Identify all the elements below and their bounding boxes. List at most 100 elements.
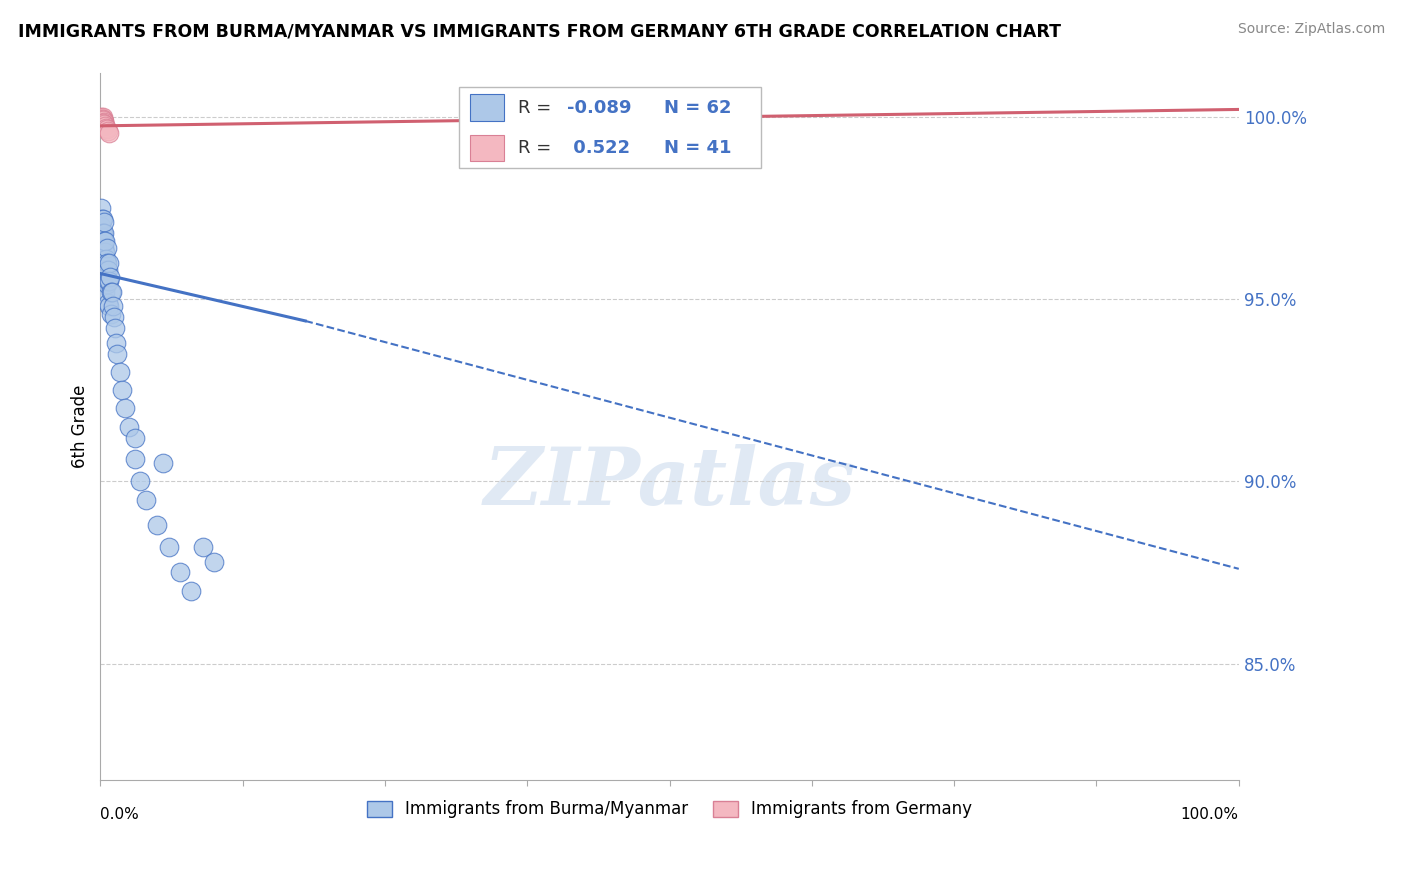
Point: [90, 115, 112, 129]
Point: [135, 492, 157, 507]
Point: [90, 263, 112, 277]
Point: [90, 112, 112, 127]
FancyBboxPatch shape: [458, 87, 761, 169]
Point: [91, 113, 114, 128]
Point: [191, 540, 214, 554]
Point: [90, 237, 112, 252]
Text: ZIPatlas: ZIPatlas: [484, 444, 856, 522]
Point: [98, 274, 121, 288]
Point: [91, 274, 114, 288]
Point: [103, 310, 125, 325]
Point: [91, 270, 114, 285]
Point: [91, 113, 114, 128]
Point: [90, 219, 112, 233]
Text: 100.0%: 100.0%: [1181, 807, 1239, 822]
Point: [101, 299, 124, 313]
Point: [91, 117, 114, 131]
Point: [157, 540, 180, 554]
Point: [94, 252, 117, 266]
Point: [94, 274, 117, 288]
Point: [93, 227, 115, 241]
Legend: Immigrants from Burma/Myanmar, Immigrants from Germany: Immigrants from Burma/Myanmar, Immigrant…: [360, 794, 979, 825]
Text: Source: ZipAtlas.com: Source: ZipAtlas.com: [1237, 22, 1385, 37]
Point: [124, 452, 146, 467]
Point: [91, 112, 114, 126]
Point: [118, 419, 141, 434]
Point: [97, 295, 120, 310]
Point: [93, 234, 115, 248]
Point: [90, 244, 112, 259]
Point: [93, 241, 115, 255]
Point: [98, 299, 121, 313]
Text: N = 62: N = 62: [664, 99, 731, 117]
Point: [97, 263, 120, 277]
Point: [90, 113, 112, 128]
Point: [91, 227, 114, 241]
Point: [93, 117, 115, 131]
Point: [91, 114, 114, 128]
Point: [91, 114, 114, 128]
Point: [91, 111, 114, 125]
Point: [93, 116, 115, 130]
Point: [96, 277, 118, 292]
Point: [93, 215, 115, 229]
Point: [111, 383, 134, 397]
Point: [97, 274, 120, 288]
Point: [94, 119, 117, 133]
Point: [108, 365, 131, 379]
Point: [91, 113, 114, 128]
Point: [91, 115, 114, 129]
Text: 0.522: 0.522: [567, 139, 630, 157]
Point: [91, 248, 114, 262]
Point: [96, 122, 118, 136]
Text: R =: R =: [519, 99, 557, 117]
Point: [100, 307, 122, 321]
Point: [90, 112, 112, 126]
Point: [91, 227, 114, 241]
Point: [93, 117, 115, 131]
Point: [90, 211, 112, 226]
Point: [91, 114, 114, 128]
Point: [90, 111, 112, 125]
Point: [91, 230, 114, 244]
Point: [93, 115, 115, 129]
Point: [94, 234, 117, 248]
Point: [90, 201, 112, 215]
Point: [94, 263, 117, 277]
Point: [97, 124, 120, 138]
Point: [91, 112, 114, 127]
Point: [91, 255, 114, 269]
Point: [100, 285, 122, 299]
Point: [107, 347, 129, 361]
Point: [91, 211, 114, 226]
FancyBboxPatch shape: [471, 135, 505, 161]
Text: N = 41: N = 41: [664, 139, 731, 157]
Point: [94, 285, 117, 299]
Text: -0.089: -0.089: [567, 99, 631, 117]
Point: [96, 263, 118, 277]
Point: [97, 255, 120, 269]
Point: [169, 566, 191, 580]
Point: [90, 255, 112, 269]
Point: [91, 113, 114, 128]
Point: [202, 555, 225, 569]
Point: [93, 114, 115, 128]
Point: [114, 401, 136, 416]
Point: [93, 116, 115, 130]
Point: [98, 270, 121, 285]
Point: [98, 126, 121, 140]
Text: 0.0%: 0.0%: [100, 807, 139, 822]
Point: [91, 112, 114, 126]
Point: [146, 518, 169, 533]
Text: R =: R =: [519, 139, 557, 157]
Point: [96, 241, 118, 255]
Point: [180, 583, 202, 598]
Point: [91, 237, 114, 252]
Point: [90, 112, 112, 126]
Point: [100, 285, 122, 299]
Point: [90, 112, 112, 127]
Point: [90, 118, 112, 132]
Y-axis label: 6th Grade: 6th Grade: [72, 385, 89, 468]
Point: [93, 252, 115, 266]
Point: [90, 117, 112, 131]
